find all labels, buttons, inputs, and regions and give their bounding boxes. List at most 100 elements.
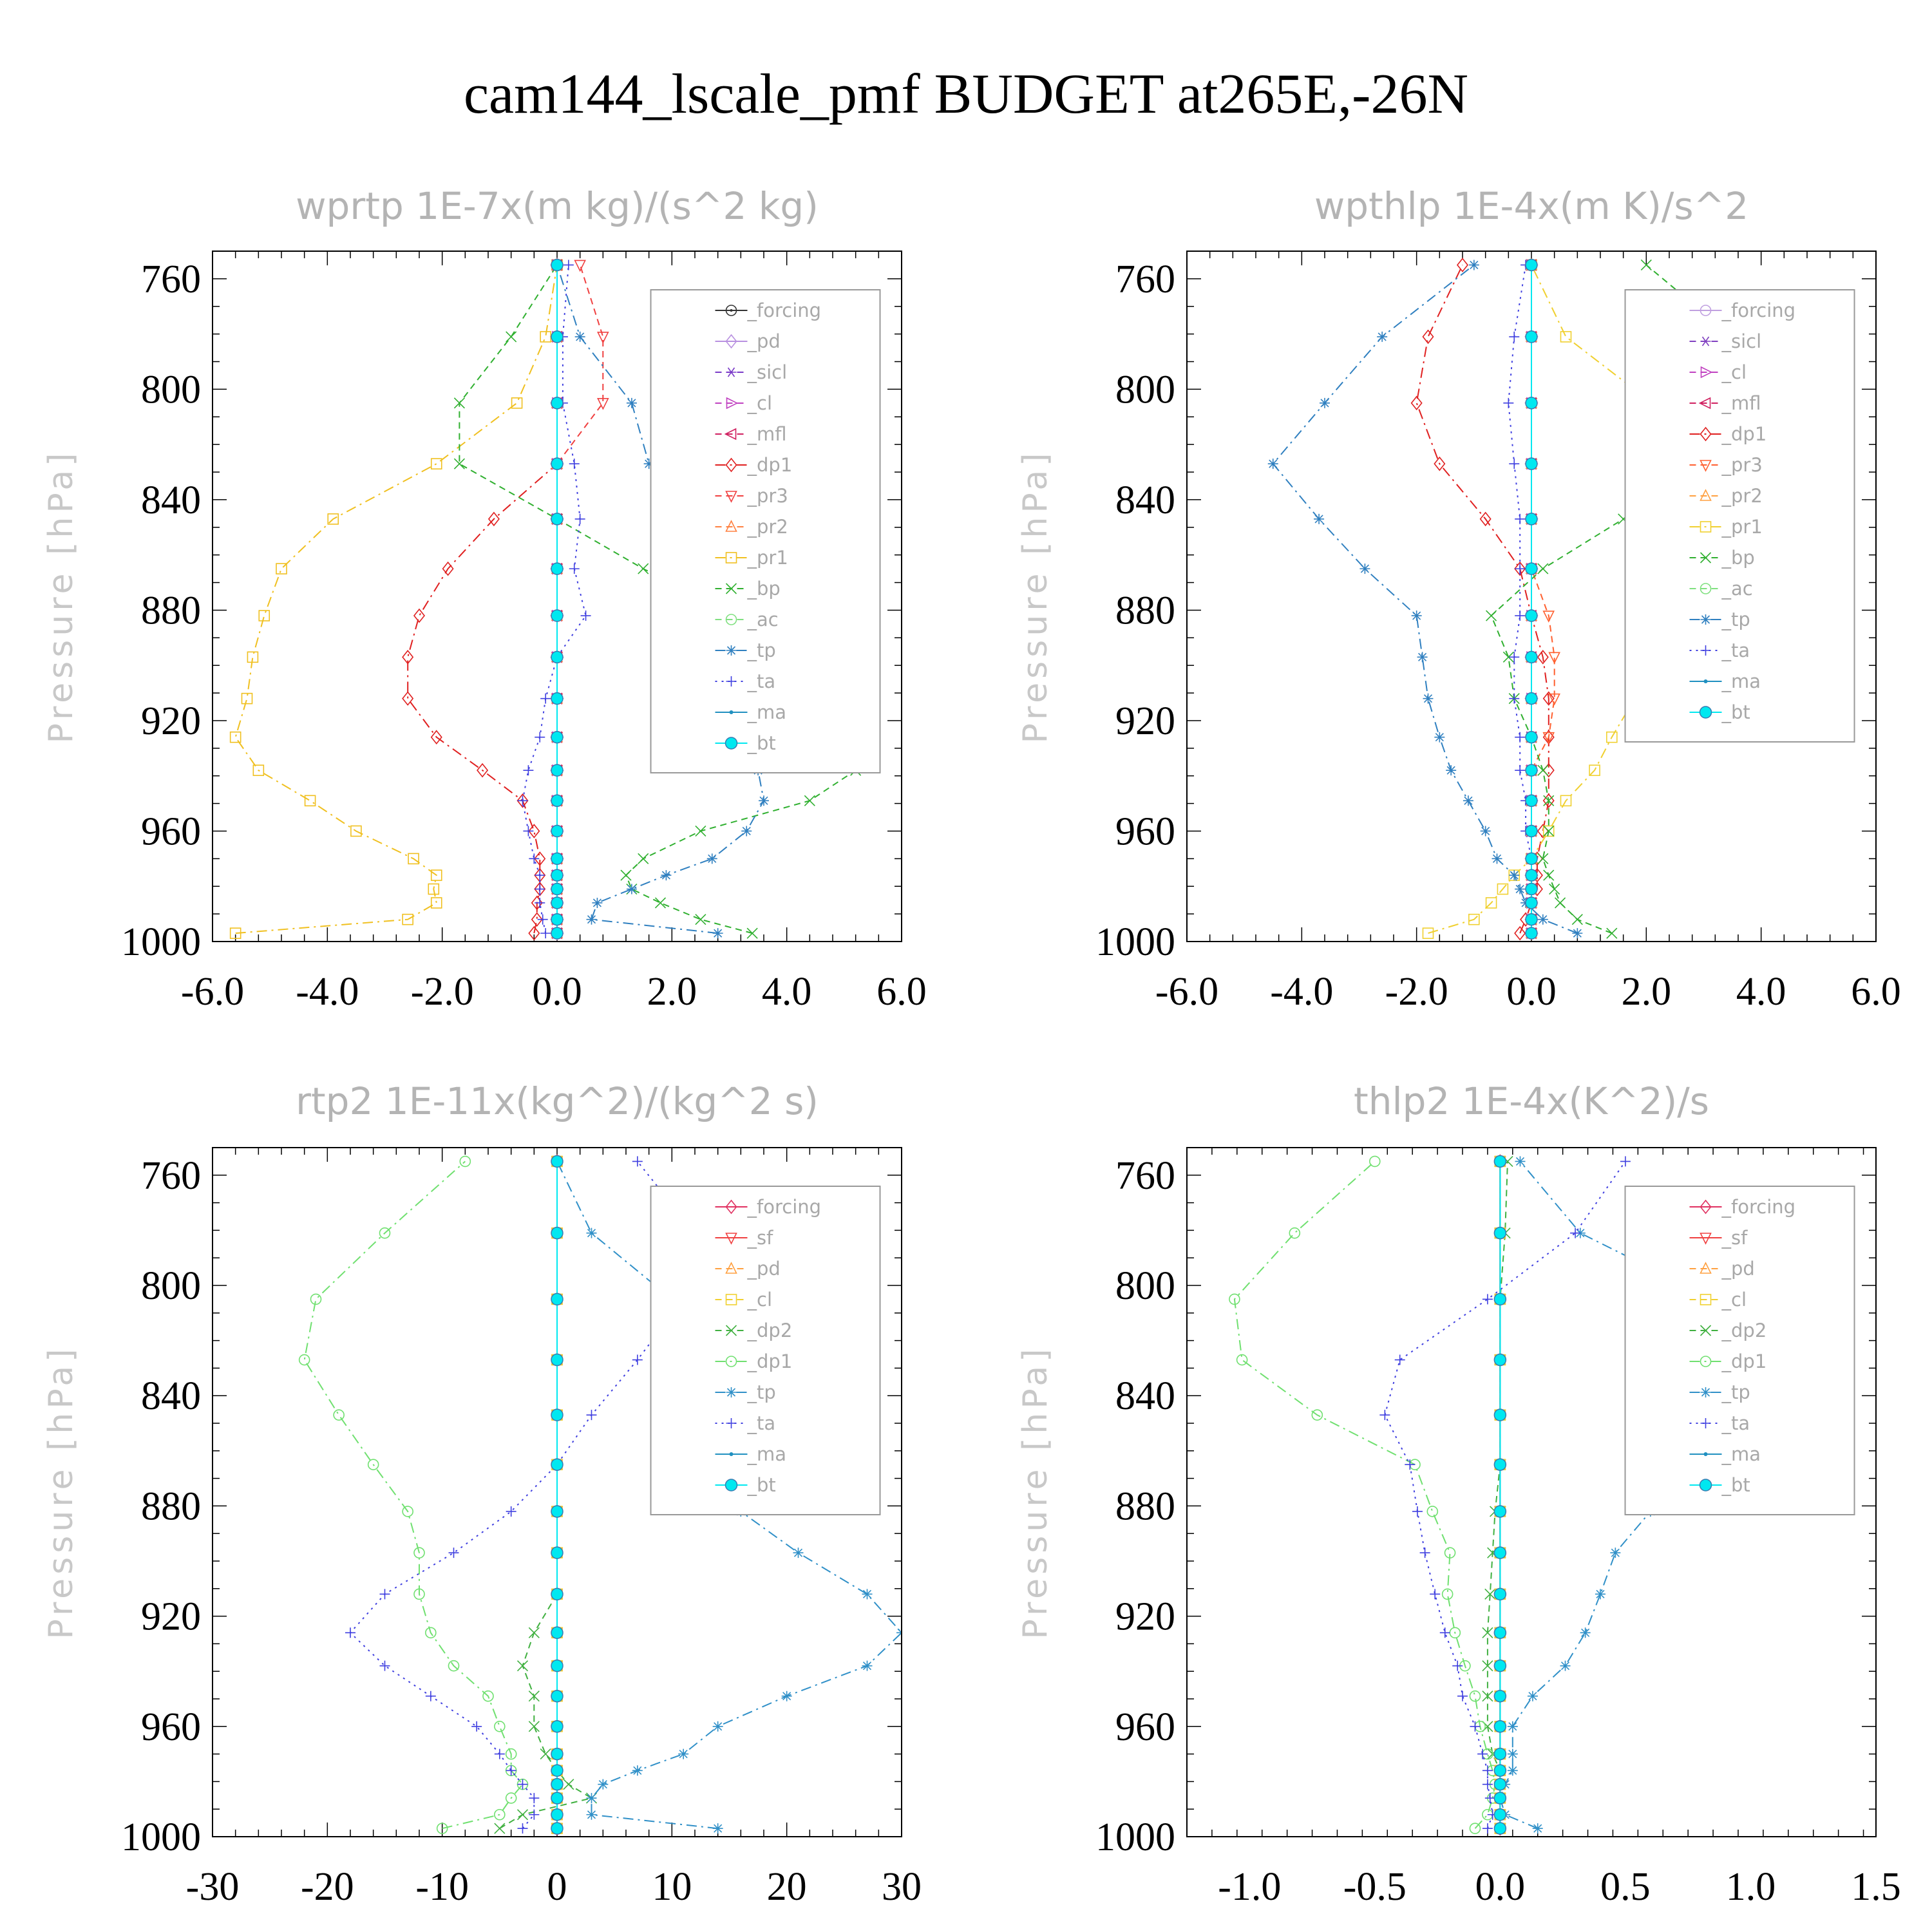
data-point: [425, 1627, 437, 1639]
data-point: [586, 914, 597, 925]
y-tick-label: 840: [1115, 478, 1175, 522]
data-point: [516, 1809, 529, 1821]
data-point: [448, 1660, 460, 1672]
y-tick-label: 960: [141, 810, 201, 853]
data-point: [551, 1293, 564, 1306]
series-dp2: [494, 1155, 598, 1834]
data-point: [379, 1660, 390, 1671]
x-tick-label: 4.0: [762, 970, 812, 1014]
legend-entry: _cl: [1689, 1289, 1747, 1311]
data-point: [1469, 1690, 1481, 1702]
legend-entry: _ma: [715, 701, 786, 723]
panel-title: wpthlp 1E-4x(m K)/s^2: [1314, 184, 1748, 228]
legend-entry: _bt: [1689, 701, 1750, 723]
data-point: [535, 870, 545, 881]
data-point: [1525, 824, 1538, 838]
data-point: [712, 928, 723, 939]
legend-entry: _mfl: [1689, 392, 1761, 414]
legend-entry: _ma: [1689, 670, 1761, 692]
data-point: [229, 927, 242, 939]
data-point: [528, 1627, 540, 1638]
data-point: [1572, 928, 1583, 939]
legend-label: _pr3: [747, 485, 788, 507]
data-point: [535, 732, 545, 743]
legend-label: _bp: [1721, 547, 1755, 569]
legend-label: _forcing: [1721, 1196, 1796, 1218]
data-point: [511, 397, 523, 409]
legend-entry: _tp: [1689, 609, 1750, 630]
data-point: [862, 1660, 873, 1671]
y-tick-label: 760: [141, 258, 201, 301]
x-tick-label: 1.0: [1726, 1865, 1776, 1909]
panel-title: wprtp 1E-7x(m kg)/(s^2 kg): [296, 184, 819, 228]
legend-entry: _bp: [1689, 547, 1755, 569]
data-point: [1377, 331, 1388, 342]
data-point: [1419, 1548, 1430, 1558]
data-point: [626, 397, 637, 408]
data-point: [430, 897, 442, 909]
data-point: [1486, 610, 1497, 621]
legend-entry: _pr1: [715, 547, 788, 569]
legend-entry: _pd: [715, 330, 781, 352]
legend-label: _forcing: [747, 1196, 822, 1218]
data-point: [1515, 765, 1526, 776]
data-point: [535, 884, 545, 895]
data-point: [1434, 456, 1446, 471]
legend-entry: _tp: [715, 639, 776, 661]
y-tick-label: 800: [1115, 1264, 1175, 1308]
data-point: [678, 1748, 689, 1759]
data-point: [1525, 562, 1538, 575]
data-point: [1507, 1748, 1518, 1759]
data-point: [528, 925, 540, 941]
legend-label: _mfl: [1721, 392, 1761, 414]
legend-label: _dp1: [747, 1350, 793, 1372]
data-point: [551, 1777, 564, 1791]
data-point: [1493, 1764, 1507, 1777]
data-point: [695, 825, 706, 837]
legend: _forcing _sf _pd _cl _dp2 _dp1 _tp _ta _ma _bt: [650, 1186, 881, 1515]
x-tick-label: 2.0: [1622, 970, 1672, 1014]
legend-entry: _dp1: [715, 1350, 793, 1372]
data-point: [1514, 561, 1526, 576]
data-point: [1482, 1660, 1493, 1672]
data-point: [1417, 652, 1428, 663]
data-point: [1482, 1765, 1493, 1776]
legend-label: _cl: [1721, 361, 1747, 383]
legend-entry: _dp1: [1689, 423, 1766, 445]
data-point: [1493, 1546, 1507, 1559]
data-point: [551, 1155, 564, 1168]
data-point: [592, 897, 603, 908]
data-point: [1482, 1690, 1493, 1702]
data-point: [506, 1765, 516, 1776]
data-point: [1549, 883, 1560, 895]
y-tick-label: 800: [141, 1264, 201, 1308]
legend-label: _pd: [747, 330, 781, 352]
legend-label: _tp: [1721, 609, 1750, 630]
data-point: [598, 1779, 609, 1790]
data-point: [551, 1546, 564, 1559]
data-point: [528, 824, 540, 838]
data-point: [298, 1354, 310, 1366]
data-point: [1493, 1226, 1507, 1240]
data-point: [1525, 896, 1538, 909]
data-point: [505, 1748, 517, 1760]
legend-entry: _cl: [715, 1289, 772, 1311]
data-point: [586, 1809, 597, 1820]
data-point: [1493, 1293, 1507, 1306]
series-pr3: [551, 260, 609, 940]
plot-area: [229, 258, 867, 941]
legend-label: _tp: [747, 1381, 776, 1403]
data-point: [1493, 1155, 1507, 1168]
data-point: [413, 608, 426, 623]
data-point: [402, 691, 414, 706]
data-point: [534, 882, 546, 896]
series-ta: [345, 1156, 700, 1834]
legend-label: _forcing: [747, 299, 822, 321]
data-point: [1542, 611, 1555, 623]
data-point: [551, 397, 564, 410]
data-point: [1610, 1548, 1621, 1558]
data-point: [1525, 650, 1538, 664]
data-point: [506, 331, 517, 343]
data-point: [1456, 258, 1469, 272]
series-bt: [551, 258, 564, 940]
